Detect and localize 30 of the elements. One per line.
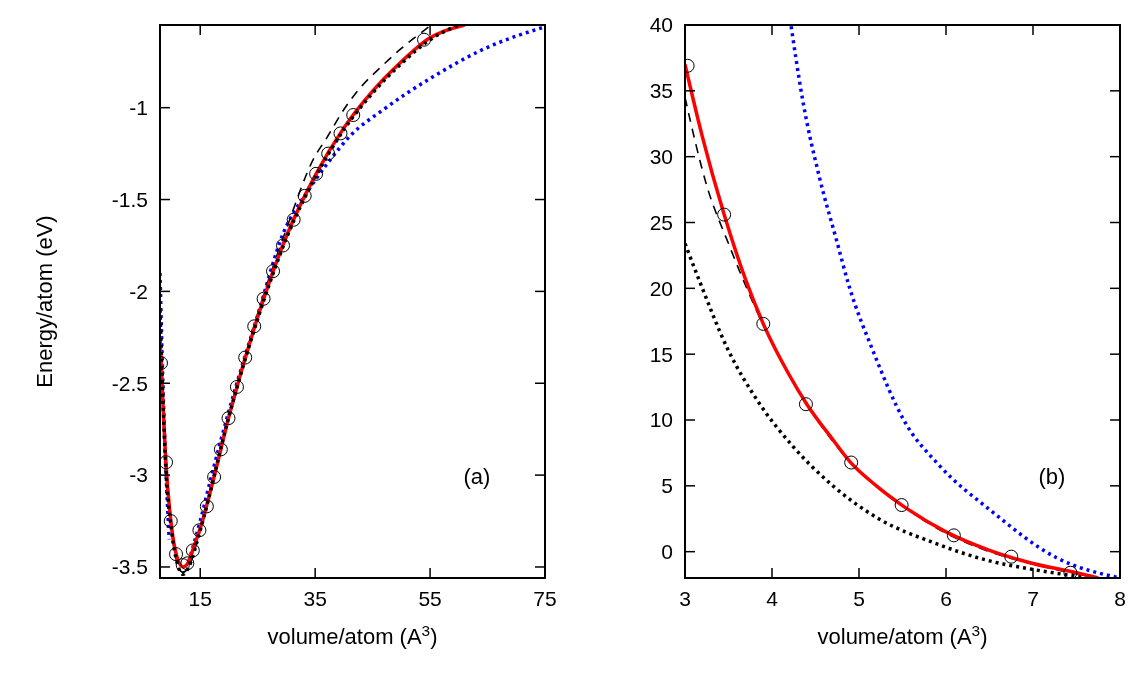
y-tick-label: 10 [649,408,673,432]
y-tick-label: 0 [661,540,673,564]
annotation: (b) [1038,463,1066,489]
y-tick-label: 40 [649,13,673,37]
x-axis-title: volume/atom (A$^{3}$) [267,621,438,649]
x-tick-label: 7 [1027,587,1039,610]
x-tick-label: 15 [188,587,212,610]
x-tick-label: 3 [679,587,691,610]
y-tick-label: 20 [649,276,673,300]
y-tick-label: -3 [129,463,148,487]
x-axis-title: volume/atom (A$^{3}$) [817,621,988,649]
y-tick-label: 35 [649,79,673,103]
annotation: (a) [463,463,491,489]
y-tick-label: 15 [649,342,673,366]
x-tick-label: 75 [533,587,557,610]
y-tick-label: 30 [649,145,673,169]
x-tick-label: 5 [853,587,865,610]
x-tick-label: 55 [418,587,442,610]
x-tick-label: 6 [940,587,952,610]
y-tick-label: -1 [129,96,148,120]
y-axis-title: Energy/atom (eV) [32,215,57,388]
y-tick-label: -2.5 [111,371,148,395]
y-tick-label: -3.5 [111,555,148,579]
x-tick-label: 35 [303,587,327,610]
y-tick-label: -1.5 [111,187,148,211]
y-tick-label: 25 [649,210,673,234]
x-tick-label: 8 [1114,587,1126,610]
y-tick-label: -2 [129,279,148,303]
x-tick-label: 4 [766,587,779,610]
y-tick-label: 5 [661,474,673,498]
